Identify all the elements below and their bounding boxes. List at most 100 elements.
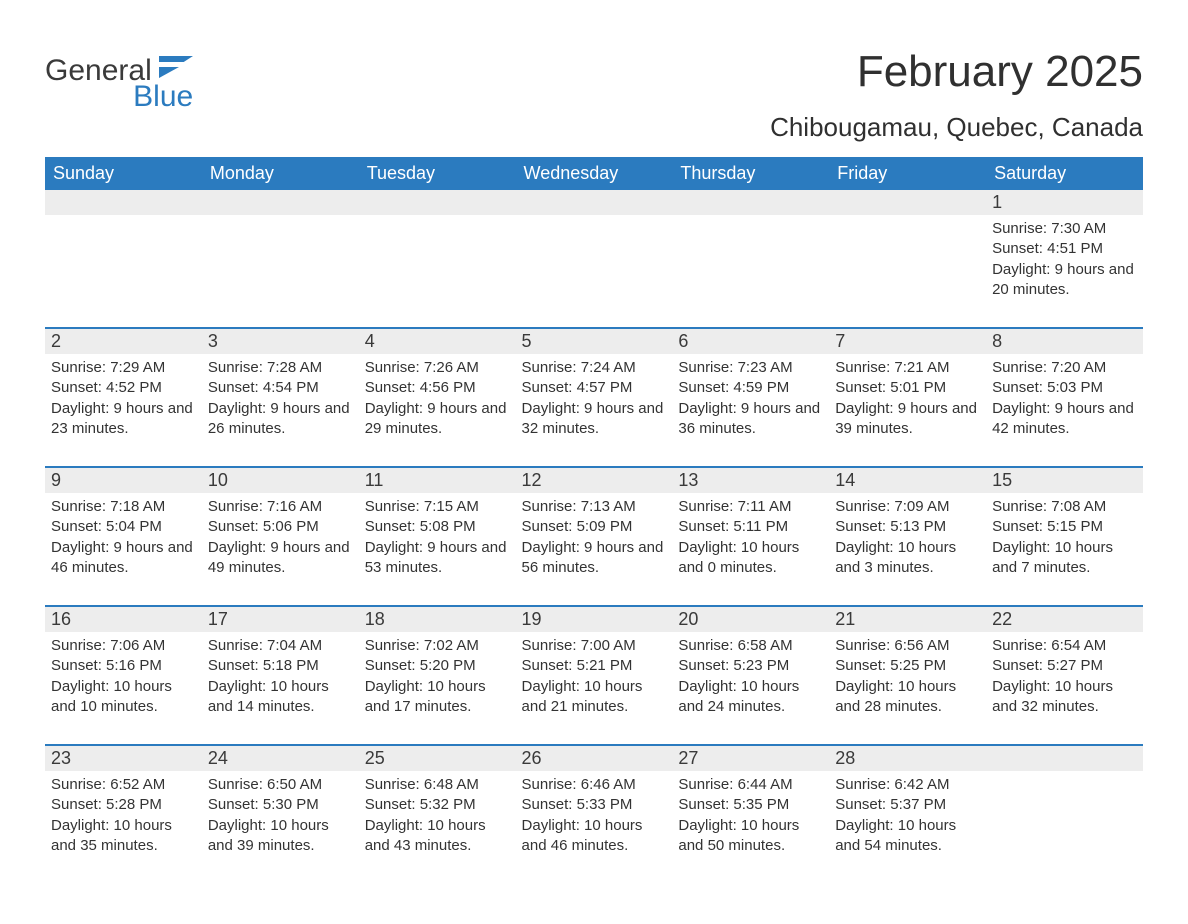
- day-body: Sunrise: 7:04 AMSunset: 5:18 PMDaylight:…: [202, 632, 359, 721]
- calendar-day: 23Sunrise: 6:52 AMSunset: 5:28 PMDayligh…: [45, 746, 202, 884]
- day-number: 4: [359, 329, 516, 354]
- sunset-line: Sunset: 5:23 PM: [678, 656, 823, 676]
- daylight-line: Daylight: 10 hours and 10 minutes.: [51, 677, 196, 718]
- sunset-line: Sunset: 5:16 PM: [51, 656, 196, 676]
- sunset-line: Sunset: 4:52 PM: [51, 378, 196, 398]
- day-body: Sunrise: 7:11 AMSunset: 5:11 PMDaylight:…: [672, 493, 829, 582]
- day-number: 24: [202, 746, 359, 771]
- daylight-line: Daylight: 10 hours and 0 minutes.: [678, 538, 823, 579]
- daylight-line: Daylight: 9 hours and 46 minutes.: [51, 538, 196, 579]
- daylight-line: Daylight: 10 hours and 24 minutes.: [678, 677, 823, 718]
- daylight-line: Daylight: 10 hours and 28 minutes.: [835, 677, 980, 718]
- day-number-row: 20: [672, 607, 829, 632]
- day-number-row: 12: [516, 468, 673, 493]
- brand-logo: General Blue: [45, 56, 193, 112]
- calendar-week: 16Sunrise: 7:06 AMSunset: 5:16 PMDayligh…: [45, 607, 1143, 745]
- sunrise-line: Sunrise: 7:30 AM: [992, 219, 1137, 239]
- day-number: 25: [359, 746, 516, 771]
- sunrise-line: Sunrise: 6:42 AM: [835, 775, 980, 795]
- day-number: 18: [359, 607, 516, 632]
- day-number-row: 17: [202, 607, 359, 632]
- sunrise-line: Sunrise: 6:54 AM: [992, 636, 1137, 656]
- sunset-line: Sunset: 5:06 PM: [208, 517, 353, 537]
- sunset-line: Sunset: 5:21 PM: [522, 656, 667, 676]
- day-body: Sunrise: 7:21 AMSunset: 5:01 PMDaylight:…: [829, 354, 986, 443]
- day-number: 1: [986, 190, 1143, 215]
- calendar-day: 8Sunrise: 7:20 AMSunset: 5:03 PMDaylight…: [986, 329, 1143, 467]
- day-number: [359, 190, 516, 215]
- day-body: Sunrise: 6:48 AMSunset: 5:32 PMDaylight:…: [359, 771, 516, 860]
- day-number-row: 14: [829, 468, 986, 493]
- day-number: 10: [202, 468, 359, 493]
- calendar-day: 19Sunrise: 7:00 AMSunset: 5:21 PMDayligh…: [516, 607, 673, 745]
- day-number-row: 4: [359, 329, 516, 354]
- daylight-line: Daylight: 10 hours and 43 minutes.: [365, 816, 510, 857]
- day-body: Sunrise: 7:08 AMSunset: 5:15 PMDaylight:…: [986, 493, 1143, 582]
- day-number: 15: [986, 468, 1143, 493]
- daylight-line: Daylight: 9 hours and 20 minutes.: [992, 260, 1137, 301]
- daylight-line: Daylight: 9 hours and 53 minutes.: [365, 538, 510, 579]
- calendar-day-empty: [672, 190, 829, 328]
- sunrise-line: Sunrise: 7:06 AM: [51, 636, 196, 656]
- day-number-row: 15: [986, 468, 1143, 493]
- day-number-row: [986, 746, 1143, 771]
- day-number-row: 22: [986, 607, 1143, 632]
- calendar-day-empty: [45, 190, 202, 328]
- sunset-line: Sunset: 5:13 PM: [835, 517, 980, 537]
- day-number-row: 27: [672, 746, 829, 771]
- day-body: [829, 215, 986, 223]
- day-number-row: [359, 190, 516, 215]
- sunset-line: Sunset: 4:56 PM: [365, 378, 510, 398]
- day-number: 5: [516, 329, 673, 354]
- sunrise-line: Sunrise: 6:58 AM: [678, 636, 823, 656]
- day-number-row: 9: [45, 468, 202, 493]
- daylight-line: Daylight: 9 hours and 42 minutes.: [992, 399, 1137, 440]
- calendar-day: 26Sunrise: 6:46 AMSunset: 5:33 PMDayligh…: [516, 746, 673, 884]
- day-body: [202, 215, 359, 223]
- day-number-row: 7: [829, 329, 986, 354]
- day-body: [45, 215, 202, 223]
- weekday-header: Wednesday: [516, 157, 673, 190]
- sunrise-line: Sunrise: 6:48 AM: [365, 775, 510, 795]
- sunset-line: Sunset: 5:28 PM: [51, 795, 196, 815]
- day-number: 28: [829, 746, 986, 771]
- calendar-page: General Blue February 2025 Chibougamau, …: [0, 0, 1188, 924]
- weekday-header: Thursday: [672, 157, 829, 190]
- day-number: 2: [45, 329, 202, 354]
- day-number: [672, 190, 829, 215]
- flag-icon: [159, 56, 193, 83]
- day-number: 21: [829, 607, 986, 632]
- sunrise-line: Sunrise: 7:28 AM: [208, 358, 353, 378]
- sunrise-line: Sunrise: 7:23 AM: [678, 358, 823, 378]
- sunrise-line: Sunrise: 6:52 AM: [51, 775, 196, 795]
- daylight-line: Daylight: 10 hours and 32 minutes.: [992, 677, 1137, 718]
- day-body: Sunrise: 6:52 AMSunset: 5:28 PMDaylight:…: [45, 771, 202, 860]
- day-number: 23: [45, 746, 202, 771]
- day-body: Sunrise: 6:44 AMSunset: 5:35 PMDaylight:…: [672, 771, 829, 860]
- day-number: 12: [516, 468, 673, 493]
- calendar-day: 1Sunrise: 7:30 AMSunset: 4:51 PMDaylight…: [986, 190, 1143, 328]
- day-number-row: 21: [829, 607, 986, 632]
- day-number: 8: [986, 329, 1143, 354]
- day-number: 6: [672, 329, 829, 354]
- day-number-row: [829, 190, 986, 215]
- sunrise-line: Sunrise: 7:18 AM: [51, 497, 196, 517]
- day-number-row: 3: [202, 329, 359, 354]
- day-body: Sunrise: 7:16 AMSunset: 5:06 PMDaylight:…: [202, 493, 359, 582]
- daylight-line: Daylight: 10 hours and 35 minutes.: [51, 816, 196, 857]
- sunset-line: Sunset: 5:03 PM: [992, 378, 1137, 398]
- day-number: 13: [672, 468, 829, 493]
- weekday-header: Saturday: [986, 157, 1143, 190]
- calendar-day: 3Sunrise: 7:28 AMSunset: 4:54 PMDaylight…: [202, 329, 359, 467]
- day-body: Sunrise: 6:56 AMSunset: 5:25 PMDaylight:…: [829, 632, 986, 721]
- sunrise-line: Sunrise: 6:56 AM: [835, 636, 980, 656]
- calendar-day-empty: [829, 190, 986, 328]
- day-body: Sunrise: 7:15 AMSunset: 5:08 PMDaylight:…: [359, 493, 516, 582]
- day-number-row: 25: [359, 746, 516, 771]
- calendar-day: 13Sunrise: 7:11 AMSunset: 5:11 PMDayligh…: [672, 468, 829, 606]
- title-block: February 2025 Chibougamau, Quebec, Canad…: [770, 50, 1143, 143]
- sunset-line: Sunset: 5:11 PM: [678, 517, 823, 537]
- daylight-line: Daylight: 9 hours and 39 minutes.: [835, 399, 980, 440]
- calendar-day: 5Sunrise: 7:24 AMSunset: 4:57 PMDaylight…: [516, 329, 673, 467]
- daylight-line: Daylight: 10 hours and 17 minutes.: [365, 677, 510, 718]
